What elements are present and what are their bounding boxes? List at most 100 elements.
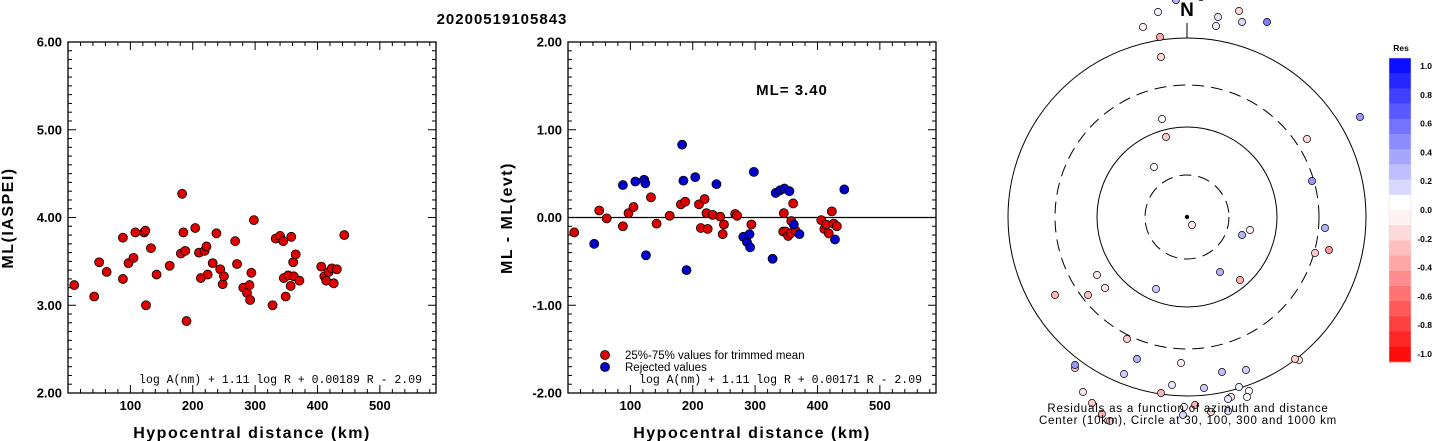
data-point (130, 227, 141, 238)
colorbar-cell (1389, 88, 1411, 104)
station-point (1172, 0, 1180, 4)
data-point (617, 221, 628, 232)
colorbar-label: -0.2 (1417, 234, 1432, 244)
station-point (1120, 370, 1128, 378)
data-point (677, 139, 688, 150)
station-point (1180, 403, 1188, 411)
colorbar-cell (1389, 73, 1411, 89)
y-tick-label: 1.00 (537, 122, 562, 137)
station-point (1238, 231, 1246, 239)
panel-azimuth-map: N Residuals as a function of azimuth and… (1007, 0, 1367, 427)
station-point (1088, 399, 1096, 407)
station-point (1084, 291, 1092, 299)
colorbar-label: 0.2 (1420, 176, 1432, 186)
data-point (141, 300, 151, 311)
station-point (1154, 8, 1162, 16)
data-point (117, 232, 128, 243)
y-tick-label: 2.00 (537, 35, 562, 50)
data-point (285, 281, 296, 291)
station-point (1191, 401, 1199, 409)
colorbar-border (1388, 57, 1412, 363)
data-point (101, 267, 112, 277)
data-point (280, 291, 291, 302)
station-point (1216, 268, 1224, 276)
data-point (664, 210, 675, 221)
station-point (1303, 135, 1311, 143)
colorbar-cell (1389, 164, 1411, 180)
station-point (1263, 18, 1271, 26)
data-point (784, 186, 795, 197)
station-point (1152, 285, 1160, 293)
data-point (267, 300, 278, 311)
colorbar: Res 1.0 0.8 0.6 0.4 0.2 0.0 -0.2 -0.4 -0.6 -0.8 -1… (1388, 43, 1432, 363)
data-point (207, 258, 218, 269)
data-point (246, 267, 257, 278)
x-tick-label: 100 (620, 398, 642, 413)
data-point (699, 194, 710, 204)
station-point (1224, 395, 1232, 403)
station-point (1218, 368, 1226, 376)
data-point (146, 243, 156, 254)
data-point (117, 274, 128, 284)
data-point (745, 242, 756, 253)
data-point (839, 184, 850, 195)
colorbar-cell (1389, 286, 1411, 302)
data-point (164, 260, 175, 271)
y-tick-label: 5.00 (37, 122, 62, 137)
colorbar-cells (1388, 57, 1412, 363)
data-point (178, 227, 189, 238)
station-point (1207, 408, 1215, 416)
colorbar-cell (1389, 240, 1411, 256)
colorbar-cell (1389, 118, 1411, 135)
data-point (830, 234, 840, 245)
data-point (244, 280, 255, 290)
data-point (702, 224, 713, 234)
data-point (190, 223, 201, 233)
data-point (601, 213, 612, 224)
station-point (1071, 361, 1079, 369)
formula-label: log A(nm) + 1.11 log R + 0.00171 R - 2.0… (639, 374, 922, 387)
data-point (569, 227, 580, 238)
station-point (1214, 13, 1222, 21)
station-point (1179, 411, 1187, 419)
station-point (1150, 163, 1158, 171)
data-point (278, 236, 289, 247)
data-point (201, 241, 212, 252)
station-point (1157, 53, 1165, 61)
data-point (128, 252, 139, 263)
colorbar-cell (1389, 210, 1411, 226)
data-point (711, 179, 722, 190)
y-tick-labels: -2.00 -1.00 0.00 1.00 2.00 (532, 35, 562, 401)
station-point (1168, 381, 1176, 389)
tick-marks (68, 42, 436, 393)
station-points (1051, 0, 1364, 425)
data-point (826, 206, 837, 217)
data-point (140, 225, 151, 236)
data-point (788, 219, 799, 230)
colorbar-cell (1389, 316, 1411, 332)
x-tick-label: 300 (244, 398, 266, 413)
station-point (1188, 221, 1196, 229)
station-point (1224, 407, 1232, 415)
data-point (219, 271, 229, 282)
station-point (1235, 7, 1243, 15)
colorbar-cell (1389, 270, 1411, 287)
tick-marks (568, 42, 936, 393)
y-tick-label: -2.00 (532, 386, 562, 401)
data-point (717, 229, 728, 240)
colorbar-cell (1389, 134, 1411, 150)
legend-label-rejected: Rejected values (625, 362, 707, 374)
data-point (248, 215, 259, 226)
data-point (746, 219, 757, 230)
x-axis-label: Hypocentral distance (km) (633, 425, 871, 441)
data-point (177, 188, 188, 199)
epicenter-dot (1184, 214, 1190, 220)
colorbar-label: -1.0 (1417, 349, 1432, 359)
data-point (630, 176, 641, 187)
colorbar-labels: 1.0 0.8 0.6 0.4 0.2 0.0 -0.2 -0.4 -0.6 -0.8 -1.0 (1417, 61, 1432, 359)
data-point (89, 291, 100, 302)
station-point (1291, 355, 1299, 363)
y-tick-label: 6.00 (37, 35, 62, 50)
figure-title: 20200519105843 (437, 11, 568, 28)
caption-line-1: Residuals as a function of azimuth and d… (1047, 403, 1328, 415)
